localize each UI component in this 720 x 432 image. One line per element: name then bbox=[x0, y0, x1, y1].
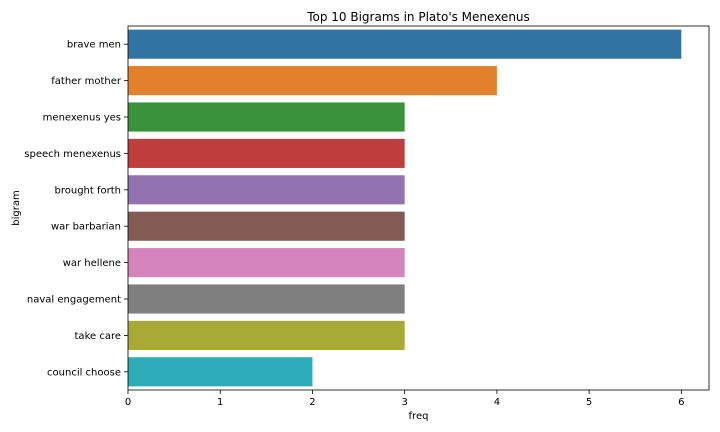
y-tick-label: take care bbox=[75, 331, 121, 342]
bar-naval-engagement bbox=[128, 284, 405, 314]
bar-menexenus-yes bbox=[128, 102, 405, 132]
chart-title: Top 10 Bigrams in Plato's Menexenus bbox=[306, 10, 530, 24]
bar-take-care bbox=[128, 320, 405, 350]
bar-council-choose bbox=[128, 357, 313, 387]
x-tick-label: 6 bbox=[678, 397, 684, 408]
bars-group bbox=[128, 29, 682, 387]
y-tick-label: father mother bbox=[51, 76, 122, 87]
bar-brave-men bbox=[128, 29, 682, 59]
y-tick-label: naval engagement bbox=[27, 295, 121, 306]
bar-war-hellene bbox=[128, 248, 405, 278]
y-axis-label: bigram bbox=[11, 190, 22, 225]
x-tick-label: 3 bbox=[401, 397, 407, 408]
bar-father-mother bbox=[128, 66, 497, 96]
x-tick-label: 5 bbox=[586, 397, 592, 408]
y-axis-ticks: brave men father mother menexenus yes speec… bbox=[24, 40, 128, 378]
y-tick-label: brave men bbox=[67, 40, 121, 51]
y-tick-label: war barbarian bbox=[51, 222, 121, 233]
x-tick-label: 4 bbox=[494, 397, 500, 408]
x-tick-label: 0 bbox=[125, 397, 131, 408]
bar-war-barbarian bbox=[128, 211, 405, 241]
x-axis-ticks: 0 1 2 3 4 5 6 bbox=[125, 390, 685, 408]
bar-speech-menexenus bbox=[128, 138, 405, 168]
x-tick-label: 2 bbox=[309, 397, 315, 408]
y-tick-label: council choose bbox=[47, 367, 121, 378]
y-tick-label: menexenus yes bbox=[43, 113, 121, 124]
y-tick-label: war hellene bbox=[63, 258, 121, 269]
y-tick-label: speech menexenus bbox=[24, 149, 121, 160]
x-axis-label: freq bbox=[409, 411, 429, 422]
plot-frame bbox=[127, 25, 710, 391]
y-tick-label: brought forth bbox=[55, 185, 122, 196]
bar-brought-forth bbox=[128, 175, 405, 205]
x-tick-label: 1 bbox=[217, 397, 223, 408]
